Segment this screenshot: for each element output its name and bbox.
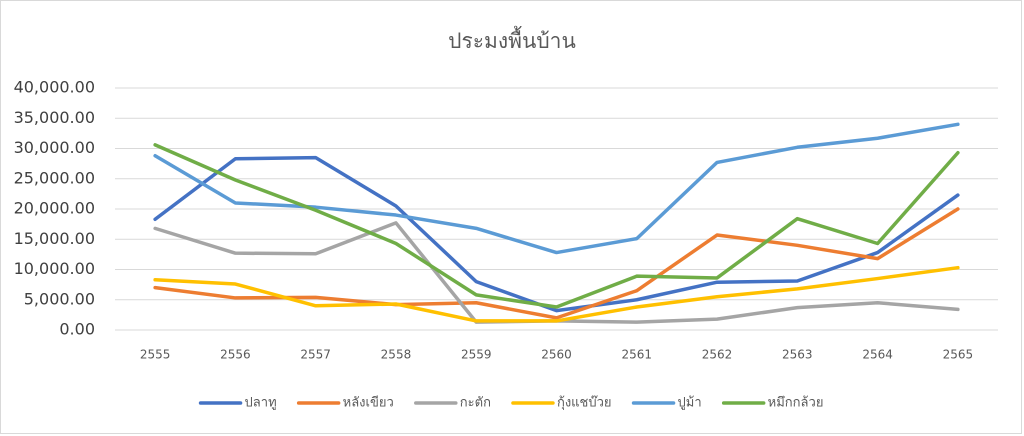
y-tick-label: 15,000.00 [14, 229, 95, 248]
x-tick-label: 2557 [300, 348, 331, 362]
y-tick-label: 20,000.00 [14, 199, 95, 218]
x-tick-label: 2564 [862, 348, 893, 362]
y-tick-label: 30,000.00 [14, 138, 95, 157]
x-tick-label: 2558 [381, 348, 412, 362]
legend-label: หมึกกล้วย [768, 396, 824, 411]
legend-label: กุ้งแชบ๊วย [557, 396, 612, 411]
legend-label: ปลาทู [245, 396, 277, 411]
x-tick-label: 2563 [782, 348, 813, 362]
series-line [153, 155, 960, 313]
x-tick-label: 2561 [621, 348, 652, 362]
series-line [153, 122, 960, 255]
x-tick-label: 2555 [140, 348, 171, 362]
y-tick-label: 25,000.00 [14, 168, 95, 187]
chart-title: ประมงพื้นบ้าน [448, 26, 576, 53]
y-tick-label: 10,000.00 [14, 259, 95, 278]
x-tick-label: 2565 [943, 348, 974, 362]
x-tick-label: 2556 [220, 348, 251, 362]
series-line [153, 143, 960, 309]
legend-label: หลังเขียว [343, 395, 394, 411]
y-tick-label: 35,000.00 [14, 108, 95, 127]
legend-label: กะตัก [460, 396, 491, 411]
legend-label: ปูม้า [678, 396, 702, 411]
x-tick-label: 2559 [461, 348, 492, 362]
y-tick-label: 0.00 [59, 320, 95, 339]
x-tick-label: 2562 [702, 348, 733, 362]
y-tick-label: 40,000.00 [14, 78, 95, 97]
x-tick-label: 2560 [541, 348, 572, 362]
series-line [153, 265, 960, 323]
y-tick-label: 5,000.00 [24, 289, 95, 308]
